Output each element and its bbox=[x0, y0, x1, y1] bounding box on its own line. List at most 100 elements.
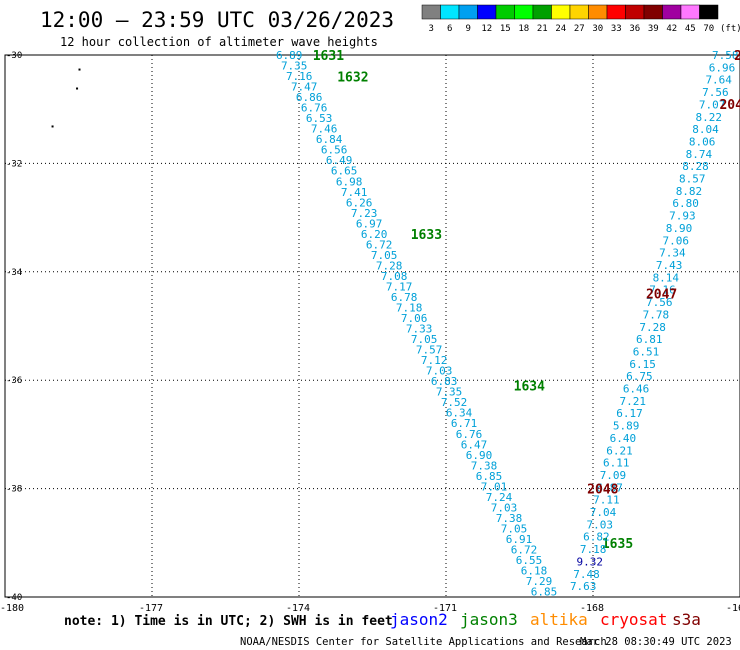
wave-height-label: 6.72 bbox=[511, 543, 538, 556]
data-marks: 6.897.357.167.476.866.766.537.466.846.56… bbox=[51, 49, 740, 599]
wave-height-label: 6.40 bbox=[610, 432, 637, 445]
wave-height-label: 6.34 bbox=[446, 407, 473, 420]
legend-jason3: jason3 bbox=[460, 610, 518, 629]
wave-height-label: 8.90 bbox=[666, 222, 693, 235]
x-tick-label: -171 bbox=[433, 603, 457, 614]
wave-height-label: 7.06 bbox=[662, 234, 689, 247]
colorbar-swatch bbox=[606, 4, 626, 20]
wave-height-label: 7.03 bbox=[426, 365, 453, 378]
colorbar-label: 15 bbox=[500, 24, 511, 34]
wave-height-label: 6.75 bbox=[626, 370, 653, 383]
wave-height-label: 7.05 bbox=[501, 522, 528, 535]
wave-height-label: 7.48 bbox=[573, 568, 600, 581]
wave-height-label: 6.26 bbox=[346, 196, 373, 209]
wave-height-label: 7.24 bbox=[486, 491, 513, 504]
wave-height-label: 7.09 bbox=[600, 469, 627, 482]
colorbar-swatch bbox=[643, 4, 663, 20]
wave-height-label: 7.47 bbox=[291, 81, 318, 94]
wave-height-label: 6.65 bbox=[331, 165, 358, 178]
wave-height-label: 7.38 bbox=[496, 512, 523, 525]
colorbar-label: 24 bbox=[555, 24, 566, 34]
y-tick-label: -38 bbox=[6, 485, 22, 495]
wave-height-label: 8.74 bbox=[686, 148, 713, 161]
colorbar-label: 45 bbox=[685, 24, 696, 34]
pass-time-label: 2047 bbox=[646, 287, 677, 302]
colorbar-swatch bbox=[569, 4, 589, 20]
colorbar: 3 6 9 12 15 18 21 24 27 30 33 36 39 42 45 70 (ft) bbox=[421, 4, 740, 34]
wave-height-label: 8.04 bbox=[692, 123, 719, 136]
pass-time-label: 2045 bbox=[734, 49, 740, 64]
pass-time-label: 2048 bbox=[587, 483, 618, 498]
wave-height-label: 7.03 bbox=[491, 501, 518, 514]
colorbar-swatch bbox=[699, 4, 719, 20]
wave-height-label: 7.46 bbox=[311, 123, 338, 136]
plot-area: -180 -177 -174 -171 -168 -16 -30 -32 -34 -36 -38 -4… bbox=[0, 49, 740, 614]
colorbar-label: 70 bbox=[703, 24, 714, 34]
island-dot bbox=[51, 125, 54, 128]
wave-height-label: 7.17 bbox=[386, 280, 413, 293]
legend-altika: altika bbox=[530, 610, 588, 629]
wave-height-label: 7.56 bbox=[646, 296, 673, 309]
wave-height-label: 6.21 bbox=[606, 444, 633, 457]
colorbar-swatch bbox=[625, 4, 645, 20]
wave-height-label: 6.78 bbox=[391, 291, 418, 304]
wave-height-label: 7.43 bbox=[656, 259, 683, 272]
wave-height-label: 6.98 bbox=[336, 175, 363, 188]
wave-height-label: 6.87 bbox=[596, 481, 623, 494]
colorbar-unit: (ft) bbox=[720, 24, 740, 34]
wave-height-label: 6.83 bbox=[431, 375, 458, 388]
wave-height-label: 6.90 bbox=[466, 449, 493, 462]
wave-height-label: 7.57 bbox=[416, 344, 443, 357]
wave-height-label: 7.01 bbox=[481, 480, 508, 493]
colorbar-label: 42 bbox=[666, 24, 677, 34]
legend-jason2: jason2 bbox=[390, 610, 448, 629]
wave-height-label: 7.28 bbox=[639, 321, 666, 334]
wave-height-label: 7.35 bbox=[436, 386, 463, 399]
x-tick-label: -174 bbox=[286, 603, 310, 614]
x-tick-label: -168 bbox=[580, 603, 604, 614]
wave-height-label: 7.07 bbox=[699, 98, 726, 111]
colorbar-swatch bbox=[477, 4, 497, 20]
wave-height-label: 8.57 bbox=[679, 173, 706, 186]
island-dot bbox=[76, 87, 79, 90]
wave-height-label: 7.33 bbox=[406, 323, 433, 336]
wave-height-label: 6.86 bbox=[296, 91, 323, 104]
colorbar-swatch bbox=[532, 4, 552, 20]
wave-height-label: 6.76 bbox=[301, 102, 328, 115]
wave-height-label: 7.34 bbox=[659, 247, 686, 260]
plot-frame bbox=[4, 54, 740, 598]
wave-height-label: 6.96 bbox=[709, 61, 736, 74]
x-tick-label: -177 bbox=[139, 603, 163, 614]
colorbar-swatch bbox=[662, 4, 682, 20]
wave-height-label: 7.58 bbox=[712, 49, 739, 62]
wave-height-label: 8.06 bbox=[689, 135, 716, 148]
wave-height-label: 6.89 bbox=[276, 49, 303, 62]
pass-time-label: 2046 bbox=[719, 98, 740, 113]
wave-height-label: 7.56 bbox=[702, 86, 729, 99]
footer-timestamp: Mar 28 08:30:49 UTC 2023 bbox=[580, 636, 732, 648]
wave-height-label: 6.20 bbox=[361, 228, 388, 241]
wave-height-label: 6.49 bbox=[326, 154, 353, 167]
wave-height-label: 7.63 bbox=[570, 580, 597, 593]
wave-height-label: 7.04 bbox=[590, 506, 617, 519]
wave-height-label: 7.06 bbox=[401, 312, 428, 325]
wave-height-label: 6.84 bbox=[316, 133, 343, 146]
wave-height-label: 8.82 bbox=[676, 185, 703, 198]
chart-title: 12:00 – 23:59 UTC 03/26/2023 bbox=[40, 8, 394, 32]
wave-height-label: 7.28 bbox=[376, 259, 403, 272]
wave-height-label: 9.32 bbox=[577, 555, 604, 568]
wave-height-label: 7.18 bbox=[396, 302, 423, 315]
wave-height-label: 7.38 bbox=[471, 459, 498, 472]
colorbar-swatch bbox=[440, 4, 460, 20]
wave-height-label: 7.11 bbox=[593, 494, 620, 507]
wave-height-label: 6.56 bbox=[321, 144, 348, 157]
wave-height-label: 6.91 bbox=[506, 533, 533, 546]
grid-lines bbox=[5, 55, 740, 597]
wave-height-label: 8.22 bbox=[696, 111, 723, 124]
y-tick-label: -40 bbox=[6, 593, 22, 603]
colorbar-swatch bbox=[588, 4, 608, 20]
colorbar-label: 36 bbox=[629, 24, 640, 34]
colorbar-label: 27 bbox=[574, 24, 585, 34]
wave-height-label: 6.85 bbox=[531, 586, 558, 599]
